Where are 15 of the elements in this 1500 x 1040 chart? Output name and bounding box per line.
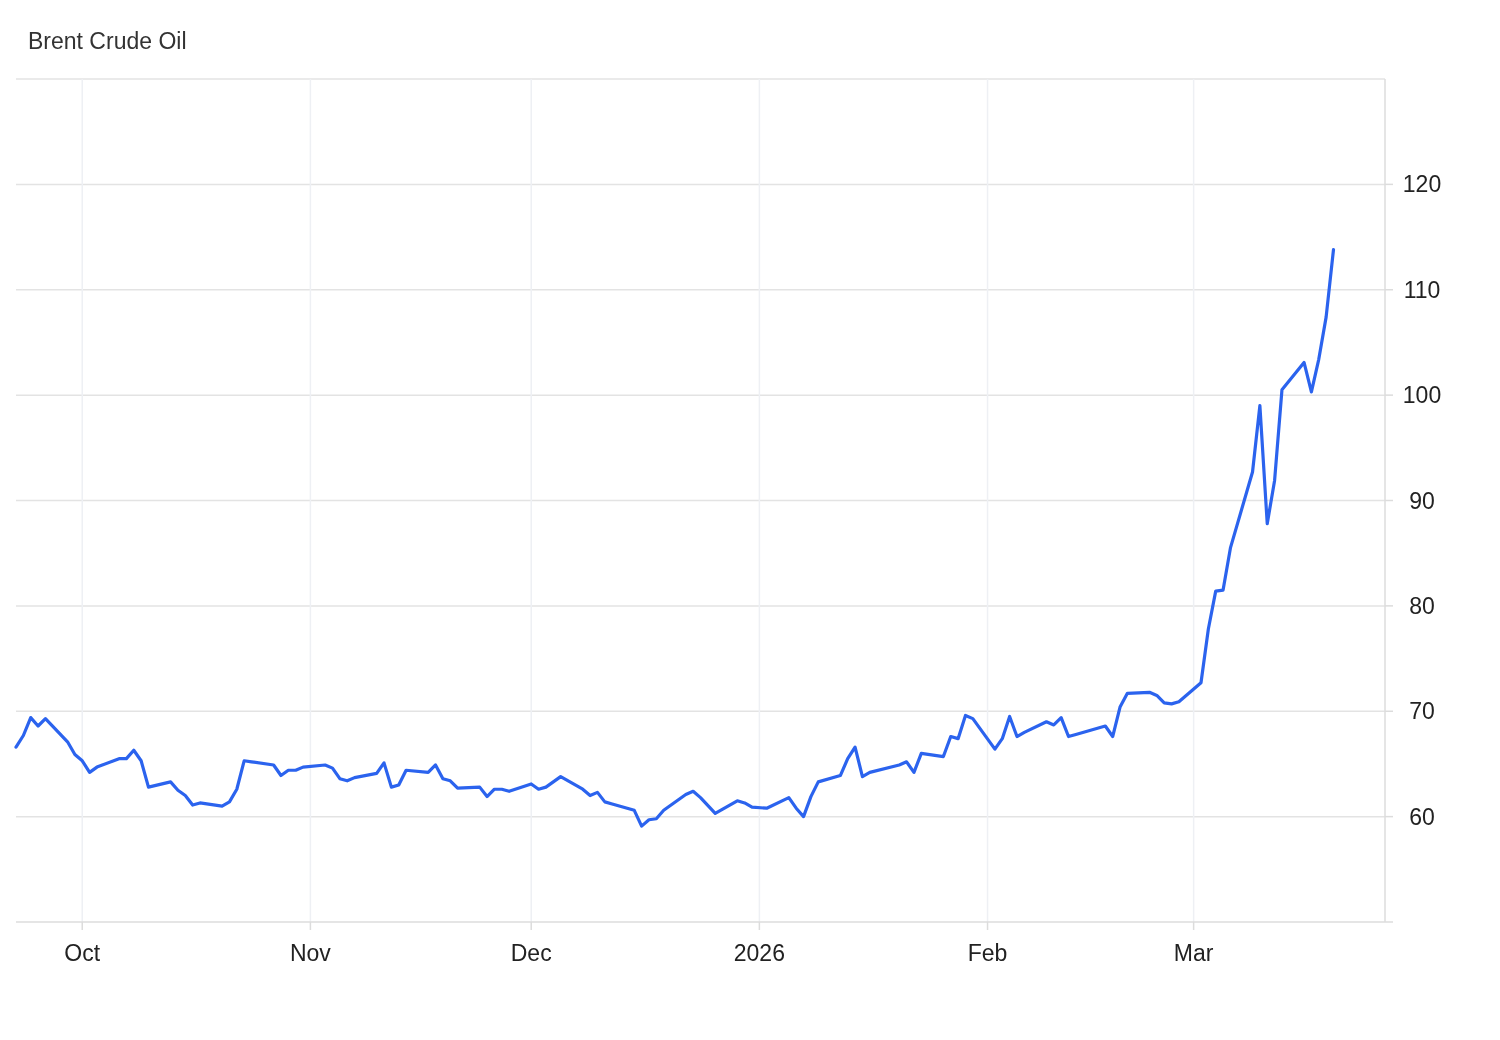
y-tick-label: 80 [1409, 592, 1435, 619]
x-tick-label: Oct [64, 940, 101, 966]
line-series [14, 248, 1336, 828]
y-tick-label: 90 [1409, 487, 1435, 514]
x-tick-label: Feb [967, 940, 1008, 966]
y-tick-label: 60 [1409, 803, 1435, 830]
y-tick-label: 70 [1409, 698, 1435, 725]
x-tick-label: Nov [289, 940, 332, 966]
y-tick-label: 110 [1403, 276, 1441, 303]
y-tick-label: 120 [1402, 171, 1442, 198]
x-tick-label: Mar [1173, 940, 1214, 966]
x-tick-label: 2026 [733, 940, 785, 966]
chart-title: Brent Crude Oil [28, 28, 187, 54]
x-tick-label: Dec [510, 940, 552, 966]
y-tick-label: 100 [1402, 382, 1442, 409]
